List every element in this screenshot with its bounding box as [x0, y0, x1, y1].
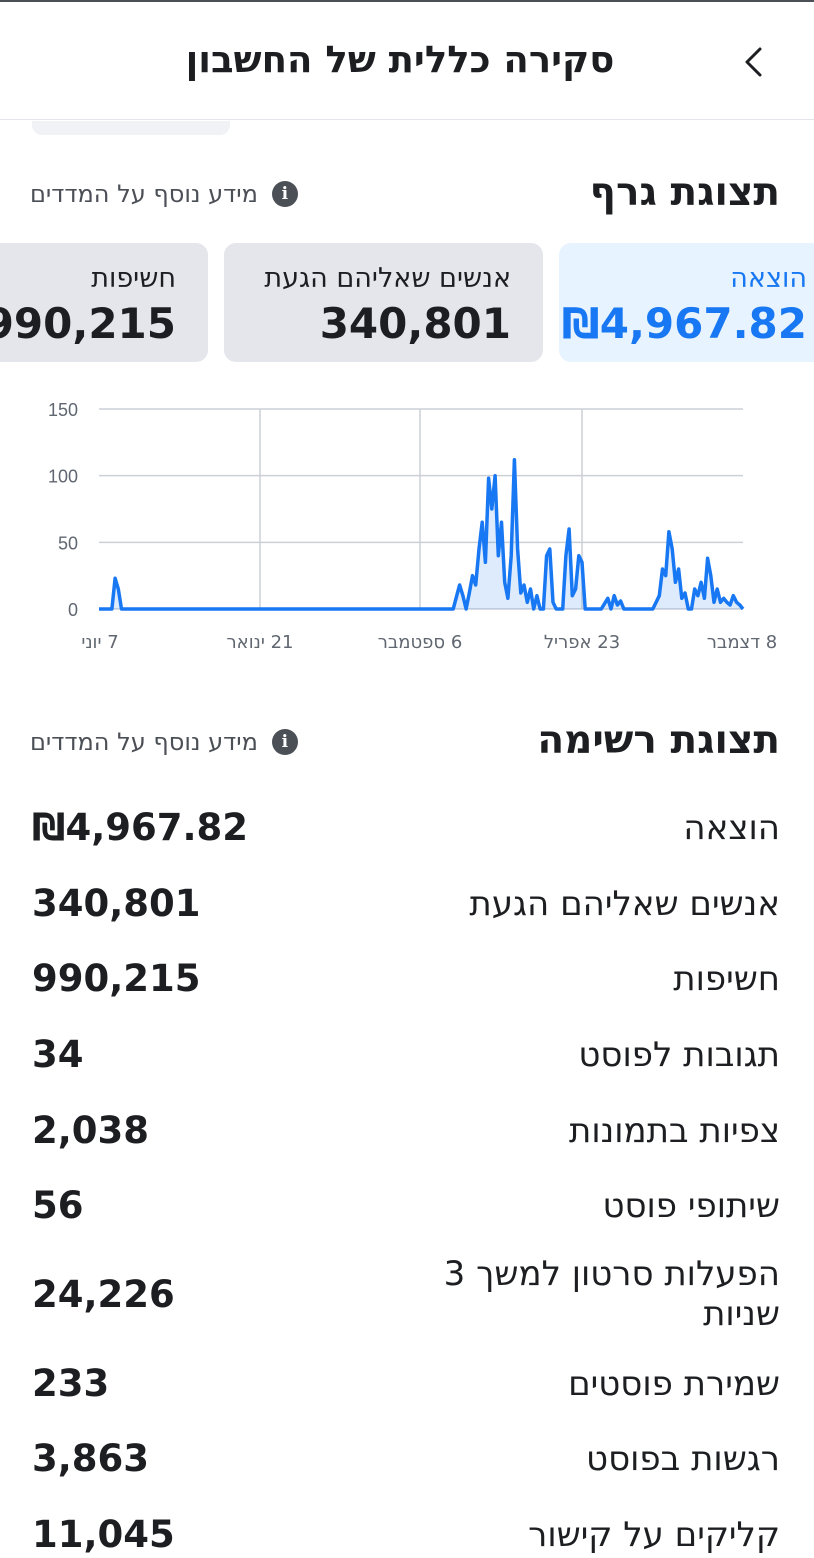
x-tick-label: 23 אפריל [544, 632, 620, 653]
metric-value: 990,215 [32, 957, 201, 1000]
graph-view-title: תצוגת גרף [589, 170, 780, 215]
list-view-title: תצוגת רשימה [537, 718, 780, 763]
back-button[interactable] [722, 30, 786, 94]
metric-row: שיתופי פוסט 56 [32, 1184, 780, 1227]
metric-tiles: הוצאה ₪4,967.82 אנשים שאליהם הגעת 340,80… [0, 243, 814, 362]
page-header: סקירה כללית של החשבון [0, 2, 814, 120]
tile-reach-label: אנשים שאליהם הגעת [264, 263, 511, 294]
metric-value: 24,226 [32, 1272, 175, 1316]
x-tick-label: 8 דצמבר [707, 632, 777, 653]
metric-row: הפעלות סרטון למשך 3 שניות 24,226 [32, 1254, 780, 1334]
metric-label: שמירת פוסטים [568, 1363, 780, 1404]
tile-impressions[interactable]: חשיפות 990,215 [0, 243, 208, 362]
metric-label: צפיות בתמונות [568, 1110, 780, 1151]
page-title: סקירה כללית של החשבון [185, 38, 615, 81]
tile-spend-label: הוצאה [730, 263, 807, 294]
metric-value: 340,801 [32, 882, 201, 925]
list-info-label: מידע נוסף על המדדים [30, 728, 258, 756]
metric-value: 233 [32, 1362, 110, 1405]
status-bar-edge [0, 0, 814, 2]
x-tick-label: 6 ספטמבר [378, 632, 463, 653]
line-chart[interactable]: 150 100 50 0 7 יוני 21 ינואר 6 ספטמבר 23 אפריל 8… [0, 390, 814, 670]
metric-row: חשיפות 990,215 [32, 957, 780, 1000]
y-tick-label: 150 [48, 400, 78, 420]
metric-label: רגשות בפוסט [586, 1438, 780, 1479]
info-icon: i [271, 729, 298, 755]
tile-spend-value: ₪4,967.82 [561, 299, 807, 348]
metric-row: קליקים על קישור 11,045 [32, 1513, 780, 1556]
metric-value: ₪4,967.82 [32, 806, 249, 849]
y-tick-label: 50 [58, 533, 78, 553]
metric-label: הוצאה [683, 807, 780, 848]
metric-value: 34 [32, 1033, 84, 1076]
metric-value: 3,863 [32, 1437, 150, 1480]
metric-label: תגובות לפוסט [578, 1034, 780, 1075]
x-tick-label: 21 ינואר [227, 632, 294, 653]
series-line [99, 457, 745, 611]
metric-value: 2,038 [32, 1109, 150, 1152]
tile-reach[interactable]: אנשים שאליהם הגעת 340,801 [224, 243, 543, 362]
x-tick-label: 7 יוני [81, 632, 118, 653]
metric-row: צפיות בתמונות 2,038 [32, 1109, 780, 1152]
list-metrics-info[interactable]: מידע נוסף על המדדים i [30, 728, 298, 756]
metric-label: אנשים שאליהם הגעת [469, 883, 780, 924]
y-tick-label: 100 [48, 467, 78, 487]
metric-row: הוצאה ₪4,967.82 [32, 806, 780, 849]
metric-row: אנשים שאליהם הגעת 340,801 [32, 882, 780, 925]
metric-label: הפעלות סרטון למשך 3 שניות [443, 1254, 780, 1334]
tile-impressions-value: 990,215 [0, 299, 176, 348]
metric-row: תגובות לפוסט 34 [32, 1033, 780, 1076]
graph-metrics-info[interactable]: מידע נוסף על המדדים i [30, 180, 298, 208]
chevron-left-icon [745, 47, 762, 77]
metric-label: חשיפות [673, 958, 780, 999]
info-icon: i [271, 181, 298, 207]
metric-label: שיתופי פוסט [602, 1185, 780, 1226]
graph-info-label: מידע נוסף על המדדים [30, 180, 258, 208]
chart-svg: 150 100 50 07 יוני 21 ינואר 6 ספטמבר 23 אפריל 8… [48, 400, 777, 653]
series-area [99, 459, 743, 609]
date-range-selector-edge[interactable] [32, 121, 230, 135]
metric-value: 11,045 [32, 1513, 175, 1556]
y-tick-label: 0 [68, 600, 78, 620]
metric-row: רגשות בפוסט 3,863 [32, 1437, 780, 1480]
tile-spend[interactable]: הוצאה ₪4,967.82 [559, 243, 814, 362]
metric-value: 56 [32, 1184, 84, 1227]
tile-impressions-label: חשיפות [91, 263, 176, 294]
tile-reach-value: 340,801 [319, 299, 511, 348]
metric-row: שמירת פוסטים 233 [32, 1362, 780, 1405]
metric-label: קליקים על קישור [528, 1514, 780, 1555]
